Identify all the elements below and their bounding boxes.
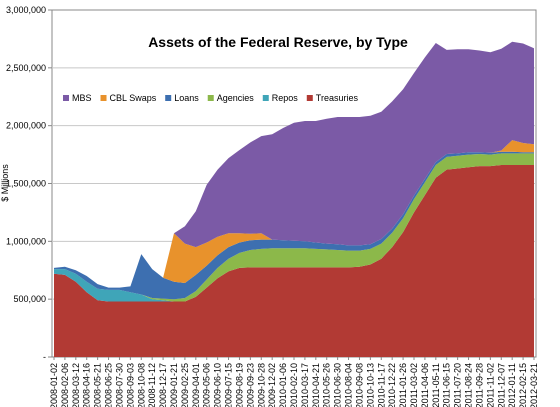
x-tick-label: 2009-06-10 [213,363,223,407]
y-tick-label: 1,500,000 [6,179,46,189]
x-tick-label: 2010-02-10 [289,363,299,407]
x-tick-label: 2008-12-17 [158,363,168,407]
x-tick-label: 2011-03-02 [409,363,419,407]
x-tick-label: 2011-07-20 [453,363,463,407]
x-tick-label: 2009-05-06 [202,363,212,407]
x-tick-label: 2008-03-12 [71,363,81,407]
x-tick-label: 2010-08-04 [344,363,354,407]
legend-swatch [207,95,214,101]
x-axis: 2008-01-02 2008-02-06 2008-03-12 2008-04-16… [49,357,539,407]
legend: MBS CBL Swaps Loans Agencies Repos Treasuries [63,93,358,103]
y-tick-label: 3,000,000 [6,5,46,15]
legend-label: CBL Swaps [110,93,157,103]
x-tick-label: 2008-09-03 [125,363,135,407]
y-tick-label: 1,000,000 [6,236,46,246]
x-tick-label: 2008-02-06 [60,363,70,407]
x-tick-label: 2010-11-17 [376,363,386,407]
x-tick-label: 2010-12-22 [387,363,397,407]
legend-swatch [306,95,313,101]
x-tick-label: 2009-04-01 [191,363,201,407]
area-mbs [54,41,534,288]
x-tick-label: 2009-12-02 [267,363,277,407]
legend-label: Treasuries [316,93,359,103]
x-tick-label: 2008-11-12 [147,363,157,407]
y-axis-label: $ Millions [0,164,10,202]
legend-label: Loans [174,93,199,103]
x-tick-label: 2012-02-15 [518,363,528,407]
x-tick-label: 2011-09-28 [475,363,485,407]
x-tick-label: 2008-07-30 [115,363,125,407]
x-tick-label: 2010-05-26 [322,363,332,407]
x-tick-label: 2008-01-02 [49,363,59,407]
series-areas [54,41,534,357]
x-tick-label: 2008-06-25 [104,363,114,407]
x-tick-label: 2010-03-17 [300,363,310,407]
legend-label: Repos [272,93,299,103]
x-tick-label: 2012-03-21 [529,363,539,407]
x-tick-label: 2009-09-23 [245,363,255,407]
x-tick-label: 2008-04-16 [82,363,92,407]
area-cbl-swaps [54,140,534,288]
x-tick-label: 2010-09-08 [355,363,365,407]
y-tick-label: 2,000,000 [6,121,46,131]
x-tick-label: 2010-04-21 [311,363,321,407]
x-tick-label: 2009-10-28 [256,363,266,407]
x-tick-label: 2010-06-30 [333,363,343,407]
x-tick-label: 2012-01-11 [507,363,517,407]
x-tick-label: 2011-04-06 [420,363,430,407]
x-tick-label: 2010-01-06 [278,363,288,407]
x-tick-label: 2011-12-07 [496,363,506,407]
y-tick-label: 2,500,000 [6,63,46,73]
x-tick-label: 2008-05-21 [93,363,103,407]
chart-title: Assets of the Federal Reserve, by Type [148,34,408,50]
x-tick-label: 2009-01-21 [169,363,179,407]
x-tick-label: 2011-08-24 [464,363,474,407]
y-tick-label: 500,000 [13,294,46,304]
legend-swatch [262,95,269,101]
legend-swatch [165,95,172,101]
x-tick-label: 2011-05-11 [431,363,441,407]
y-axis: - 500,000 1,000,000 1,500,000 2,000,000 2,500… [6,5,52,362]
x-tick-label: 2008-10-08 [136,363,146,407]
x-tick-label: 2011-01-26 [398,363,408,407]
legend-label: Agencies [217,93,255,103]
y-tick-label: - [43,352,46,362]
legend-swatch [100,95,107,101]
x-tick-label: 2011-11-02 [485,363,495,407]
x-tick-label: 2011-06-15 [442,363,452,407]
x-tick-label: 2009-02-25 [180,363,190,407]
legend-label: MBS [72,93,92,103]
x-tick-label: 2009-08-19 [235,363,245,407]
x-tick-label: 2009-07-15 [224,363,234,407]
x-tick-label: 2010-10-13 [365,363,375,407]
plot-area [51,9,537,358]
legend-swatch [63,95,69,101]
area-treasuries [54,165,534,357]
